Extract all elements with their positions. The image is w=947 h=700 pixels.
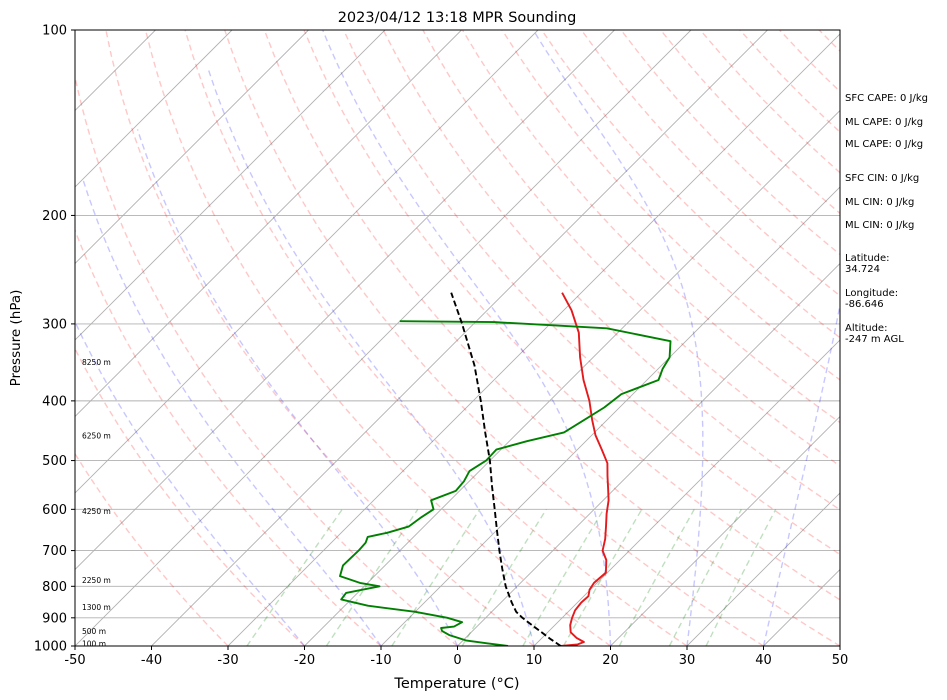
x-axis-ticks: -50 -40 -30 -20 -10 0 10 20 30 40 50 (64, 646, 848, 668)
ml-cin-text: ML CIN: 0 J/kg (845, 197, 915, 208)
dry-adiabat-line (75, 228, 382, 646)
dry-adiabat-line (75, 452, 229, 646)
isotherm-line (75, 30, 309, 265)
chart-title: 2023/04/12 13:18 MPR Sounding (338, 10, 577, 26)
x-tick-label: 30 (679, 653, 696, 668)
dry-adiabat-line (224, 30, 764, 646)
height-label: 2250 m (82, 576, 111, 585)
dry-adiabat-line (144, 30, 611, 646)
dry-adiabat-line (184, 30, 688, 646)
isotherm-line (304, 109, 840, 646)
mixing-ratio-line (246, 508, 343, 646)
moist-adiabat-line (82, 179, 382, 646)
sounding-stats-panel: SFC CAPE: 0 J/kg ML CAPE: 0 J/kg ML CAPE… (845, 0, 945, 700)
x-tick-label: 0 (453, 653, 461, 668)
dry-adiabat-line (580, 30, 840, 297)
y-tick-label: 600 (42, 503, 67, 518)
height-label: 500 m (82, 627, 106, 636)
y-tick-label: 700 (42, 544, 67, 559)
longitude-value: -86.646 (845, 299, 884, 310)
moist-adiabat-line (322, 30, 612, 646)
height-label: 8250 m (82, 358, 111, 367)
x-tick-label: -10 (370, 653, 391, 668)
height-label: 1300 m (82, 603, 111, 612)
dry-adiabat-line (382, 30, 840, 511)
isotherm-line (75, 30, 462, 418)
isotherm-line (75, 30, 692, 646)
isotherm-line (75, 30, 615, 571)
y-tick-label: 200 (42, 209, 67, 224)
isotherm-line (610, 415, 840, 646)
y-tick-label: 400 (42, 394, 67, 409)
x-tick-label: 40 (755, 653, 772, 668)
mixing-ratio-line (461, 508, 547, 646)
isotherm-line (533, 339, 840, 646)
dry-adiabat-line (75, 347, 305, 646)
dewpoint-trace (339, 320, 672, 646)
x-tick-label: 10 (526, 653, 543, 668)
isotherm-line (227, 33, 840, 646)
isotherm-line (380, 186, 840, 646)
y-tick-label: 1000 (34, 640, 67, 655)
x-tick-label: 20 (602, 653, 619, 668)
sfc-cin-text: SFC CIN: 0 J/kg (845, 173, 920, 184)
dry-adiabat-line (75, 73, 458, 646)
y-tick-label: 300 (42, 317, 67, 332)
x-tick-label: -20 (294, 653, 315, 668)
x-tick-label: -40 (141, 653, 162, 668)
y-axis-ticks: 1000 900 800 700 600 500 400 300 200 100 (34, 24, 75, 655)
y-tick-label: 900 (42, 611, 67, 626)
sfc-cape-text: SFC CAPE: 0 J/kg (845, 93, 928, 104)
latitude-value: 34.724 (845, 264, 880, 275)
mixing-ratio-line (391, 508, 481, 646)
y-tick-label: 100 (42, 24, 67, 39)
altitude-value: -247 m AGL (845, 334, 904, 345)
ml-cin-text-2: ML CIN: 0 J/kg (845, 220, 915, 231)
y-axis-label: Pressure (hPa) (8, 290, 24, 387)
dry-adiabat-line (422, 30, 840, 467)
isotherm-line (457, 262, 840, 646)
ml-cape-text-2: ML CAPE: 0 J/kg (845, 139, 924, 150)
x-tick-label: -50 (64, 653, 85, 668)
height-labels: 100 m 500 m 1300 m 2250 m 4250 m 6250 m 8250 m (82, 358, 111, 648)
height-label: 100 m (82, 639, 106, 648)
isotherm-line (151, 30, 768, 646)
ml-cape-text: ML CAPE: 0 J/kg (845, 117, 924, 128)
dry-adiabat-line (263, 30, 840, 646)
x-axis-label: Temperature (°C) (393, 676, 519, 692)
data-lines (339, 292, 672, 646)
y-tick-label: 800 (42, 580, 67, 595)
dry-adiabat-line (303, 30, 840, 601)
isotherm-line (75, 30, 386, 341)
mixing-ratio-line (562, 508, 643, 646)
x-tick-label: 50 (832, 653, 849, 668)
mixing-ratio-line (705, 508, 777, 646)
moist-adiabat-line (207, 67, 535, 646)
moist-adiabat-line (532, 30, 704, 646)
dry-adiabat-line (342, 30, 840, 556)
dry-adiabat-line (105, 30, 535, 646)
altitude-label: Altitude: (845, 323, 888, 334)
mixing-ratio-line (668, 508, 742, 646)
isotherm-line (686, 492, 840, 646)
plot-frame (74, 29, 841, 647)
x-tick-label: -30 (217, 653, 238, 668)
latitude-label: Latitude: (845, 253, 890, 264)
moist-adiabat-line (75, 320, 306, 646)
height-label: 4250 m (82, 507, 111, 516)
isotherm-line (75, 30, 539, 494)
isotherm-line (75, 30, 233, 188)
parcel-trace (450, 292, 562, 646)
y-tick-label: 500 (42, 454, 67, 469)
moist-adiabat-line (762, 301, 840, 646)
mixing-ratio-line (618, 508, 695, 646)
height-label: 6250 m (82, 431, 111, 440)
mixing-ratio-line (325, 508, 419, 646)
temperature-trace (560, 292, 610, 646)
mixing-ratio-line (522, 508, 605, 646)
background-lines (75, 30, 840, 646)
longitude-label: Longitude: (845, 288, 899, 299)
